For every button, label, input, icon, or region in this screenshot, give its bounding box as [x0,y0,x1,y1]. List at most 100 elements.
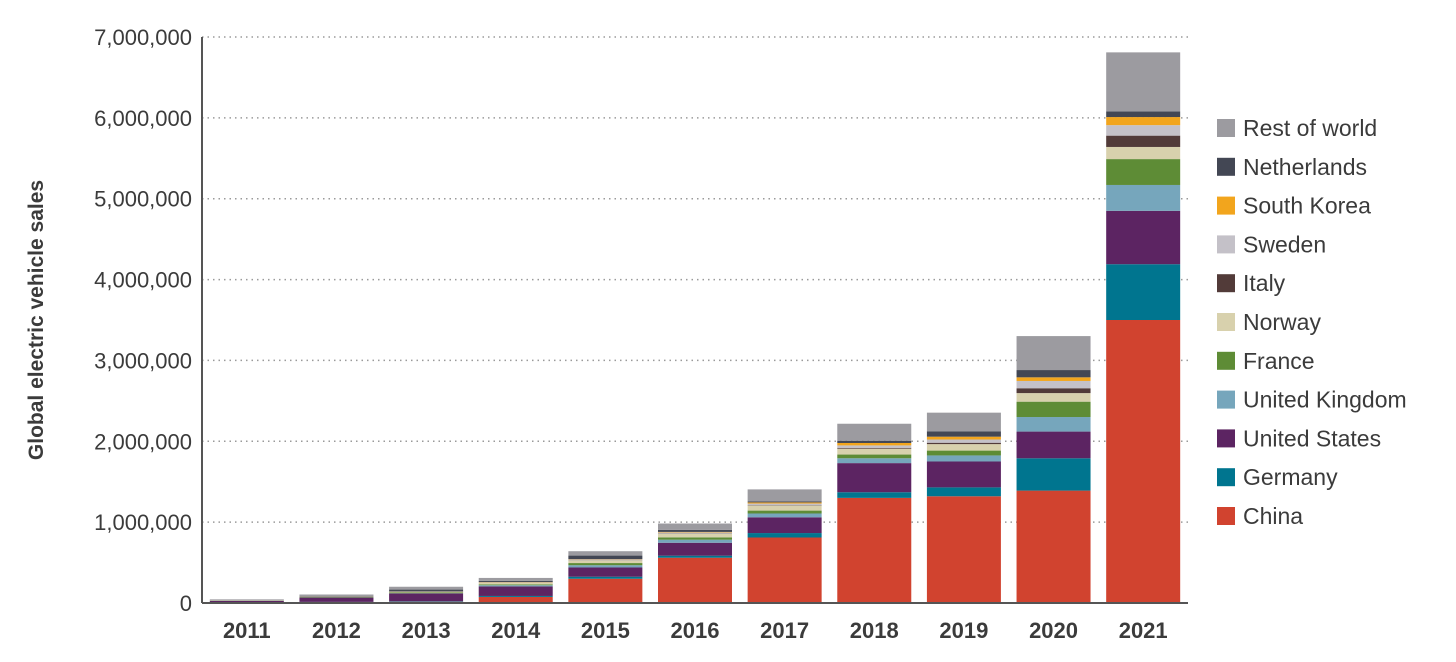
bar-segment [926,436,1001,440]
x-tick-label: 2020 [1029,618,1078,643]
legend-item: Germany [1217,464,1338,490]
legend-label: Rest of world [1243,115,1377,141]
bar-segment [478,577,553,581]
bar-segment [926,442,1001,445]
legend-swatch [1217,507,1235,525]
bar-segment [299,597,374,602]
x-tick-label: 2019 [939,618,988,643]
bar-segment [478,582,553,585]
bar-segment [1106,52,1181,112]
bar-segment [658,555,732,558]
x-tick-label: 2021 [1119,618,1168,643]
bar-segment [658,533,732,538]
bar-segment [1106,125,1181,136]
legend-label: Sweden [1243,231,1326,257]
bars [209,52,1181,603]
legend-item: Netherlands [1217,154,1367,180]
legend-swatch [1217,468,1235,487]
legend-item: United States [1217,425,1381,451]
bar-segment [658,539,732,543]
legend-label: France [1243,348,1315,374]
bar-segment [837,463,912,493]
bar-segment [1016,393,1091,402]
bar-segment [568,563,643,566]
bar-segment [1016,380,1091,389]
bar-stack-2016 [658,523,732,603]
bar-segment [389,586,464,590]
x-tick-label: 2014 [491,618,541,643]
bar-segment [209,600,284,603]
bar-segment [747,503,822,506]
bar-segment [837,445,912,448]
bar-segment [926,455,1001,462]
legend-label: Italy [1243,270,1286,296]
legend-item: Norway [1217,309,1321,335]
bar-segment [1106,320,1181,603]
bar-stack-2020 [1016,336,1091,603]
bar-stack-2021 [1106,52,1181,603]
bar-segment [747,513,822,518]
bar-segment [1016,417,1091,432]
y-axis-label: Global electric vehicle sales [25,180,48,460]
bar-segment [837,492,912,498]
legend-item: United Kingdom [1217,387,1407,413]
bar-segment [478,585,553,587]
bar-segment [1016,388,1091,394]
bar-segment [209,599,284,601]
legend-label: United States [1243,425,1381,451]
bar-segment [747,537,822,603]
bar-segment [389,591,464,593]
bar-stack-2013 [389,586,464,603]
legend-label: Netherlands [1243,154,1367,180]
bar-segment [1106,264,1181,320]
legend-swatch [1217,119,1235,137]
bar-segment [926,444,1001,451]
x-tick-label: 2018 [850,618,899,643]
legend-label: Germany [1243,464,1338,490]
bar-segment [837,497,912,603]
legend-item: Italy [1217,270,1286,296]
bar-segment [568,559,643,561]
bar-segment [1016,431,1091,459]
x-tick-label: 2016 [671,618,720,643]
y-tick-label: 7,000,000 [94,25,192,50]
bar-segment [1106,111,1181,118]
legend-item: China [1217,503,1303,529]
bar-segment [389,593,464,602]
bar-segment [1106,135,1181,147]
bar-segment [1106,159,1181,185]
bar-segment [837,423,912,441]
bar-segment [747,533,822,538]
bar-segment [1106,117,1181,126]
bar-segment [926,461,1001,488]
legend-label: China [1243,503,1303,529]
bar-segment [1016,458,1091,491]
bar-segment [1016,490,1091,603]
bar-segment [658,542,732,556]
bar-segment [658,523,732,530]
bar-segment [837,448,912,455]
legend-swatch [1217,429,1235,448]
bar-segment [658,532,732,534]
bar-segment [478,595,553,597]
bar-stack-2014 [478,577,553,603]
bar-segment [837,458,912,464]
y-tick-label: 4,000,000 [94,268,192,293]
legend-item: France [1217,348,1315,374]
bar-segment [747,501,822,503]
legend-swatch [1217,351,1235,370]
bar-segment [478,586,553,596]
bar-segment [1106,146,1181,160]
bar-segment [568,578,643,603]
bar-stack-2017 [747,489,822,603]
legend-label: Norway [1243,309,1321,335]
legend-item: Rest of world [1217,115,1377,141]
y-tick-label: 5,000,000 [94,187,192,212]
bar-segment [1106,184,1181,211]
bar-segment [568,560,643,564]
legend-item: Sweden [1217,231,1326,257]
legend-swatch [1217,274,1235,293]
x-tick-label: 2012 [312,618,361,643]
bar-segment [926,496,1001,603]
bar-segment [478,596,553,603]
